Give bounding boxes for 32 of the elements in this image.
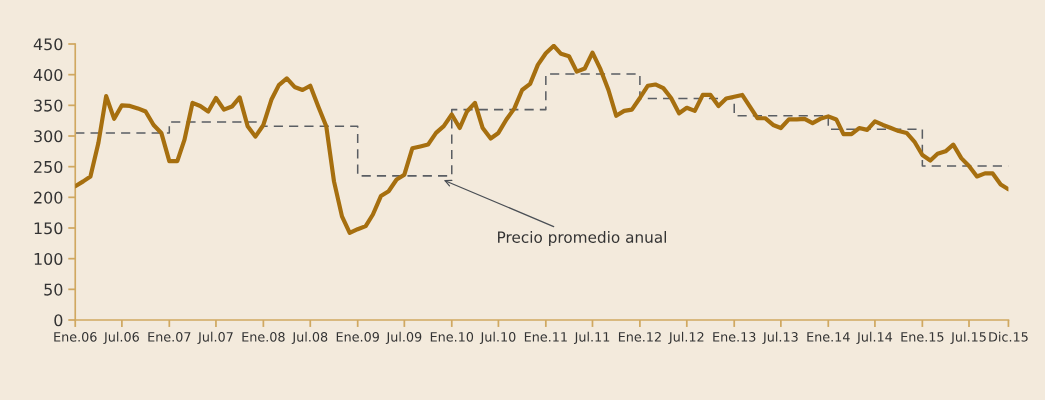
- x-tick-label: Ene.07: [148, 332, 191, 342]
- x-tick-label: Ene.12: [618, 332, 661, 342]
- y-tick-label: 300: [34, 130, 63, 143]
- x-tick-label: Jul.10: [479, 331, 516, 345]
- y-tick-label: 50: [44, 283, 63, 296]
- y-tick-label: 0: [54, 314, 63, 327]
- y-tick-label: 150: [34, 222, 63, 235]
- x-tick-label: Jul.07: [197, 331, 233, 345]
- x-tick-label: Jul.06: [103, 331, 139, 345]
- x-tick-label: Jul.14: [856, 331, 893, 345]
- x-tick-label: Jul.08: [291, 331, 328, 345]
- y-tick-label: 450: [33, 38, 63, 51]
- annotation: Precio promedio anual: [498, 231, 666, 246]
- x-tick-label: Ene.11: [524, 332, 567, 342]
- x-tick-label: Ene.06: [54, 332, 97, 342]
- y-tick-label: 200: [34, 191, 63, 204]
- x-tick-label: Ene.09: [336, 332, 379, 342]
- x-tick-label: Jul.12: [668, 331, 704, 345]
- x-tick-label: Ene.08: [242, 332, 285, 342]
- x-tick-label: Jul.15: [950, 331, 986, 345]
- y-tick-label: 350: [34, 99, 63, 112]
- x-tick-label: Ene.14: [807, 332, 850, 342]
- x-tick-label: Dic.15: [989, 331, 1028, 342]
- y-tick-label: 100: [34, 252, 63, 265]
- y-tick-label: 250: [34, 160, 63, 173]
- x-tick-label: Jul.11: [573, 331, 610, 345]
- y-tick-label: 400: [33, 68, 63, 81]
- x-tick-label: Jul.13: [762, 331, 798, 345]
- x-tick-label: Ene.10: [430, 332, 474, 342]
- x-tick-label: Ene.13: [713, 332, 756, 342]
- x-tick-label: Jul.09: [385, 331, 422, 345]
- x-tick-label: Ene.15: [901, 332, 944, 342]
